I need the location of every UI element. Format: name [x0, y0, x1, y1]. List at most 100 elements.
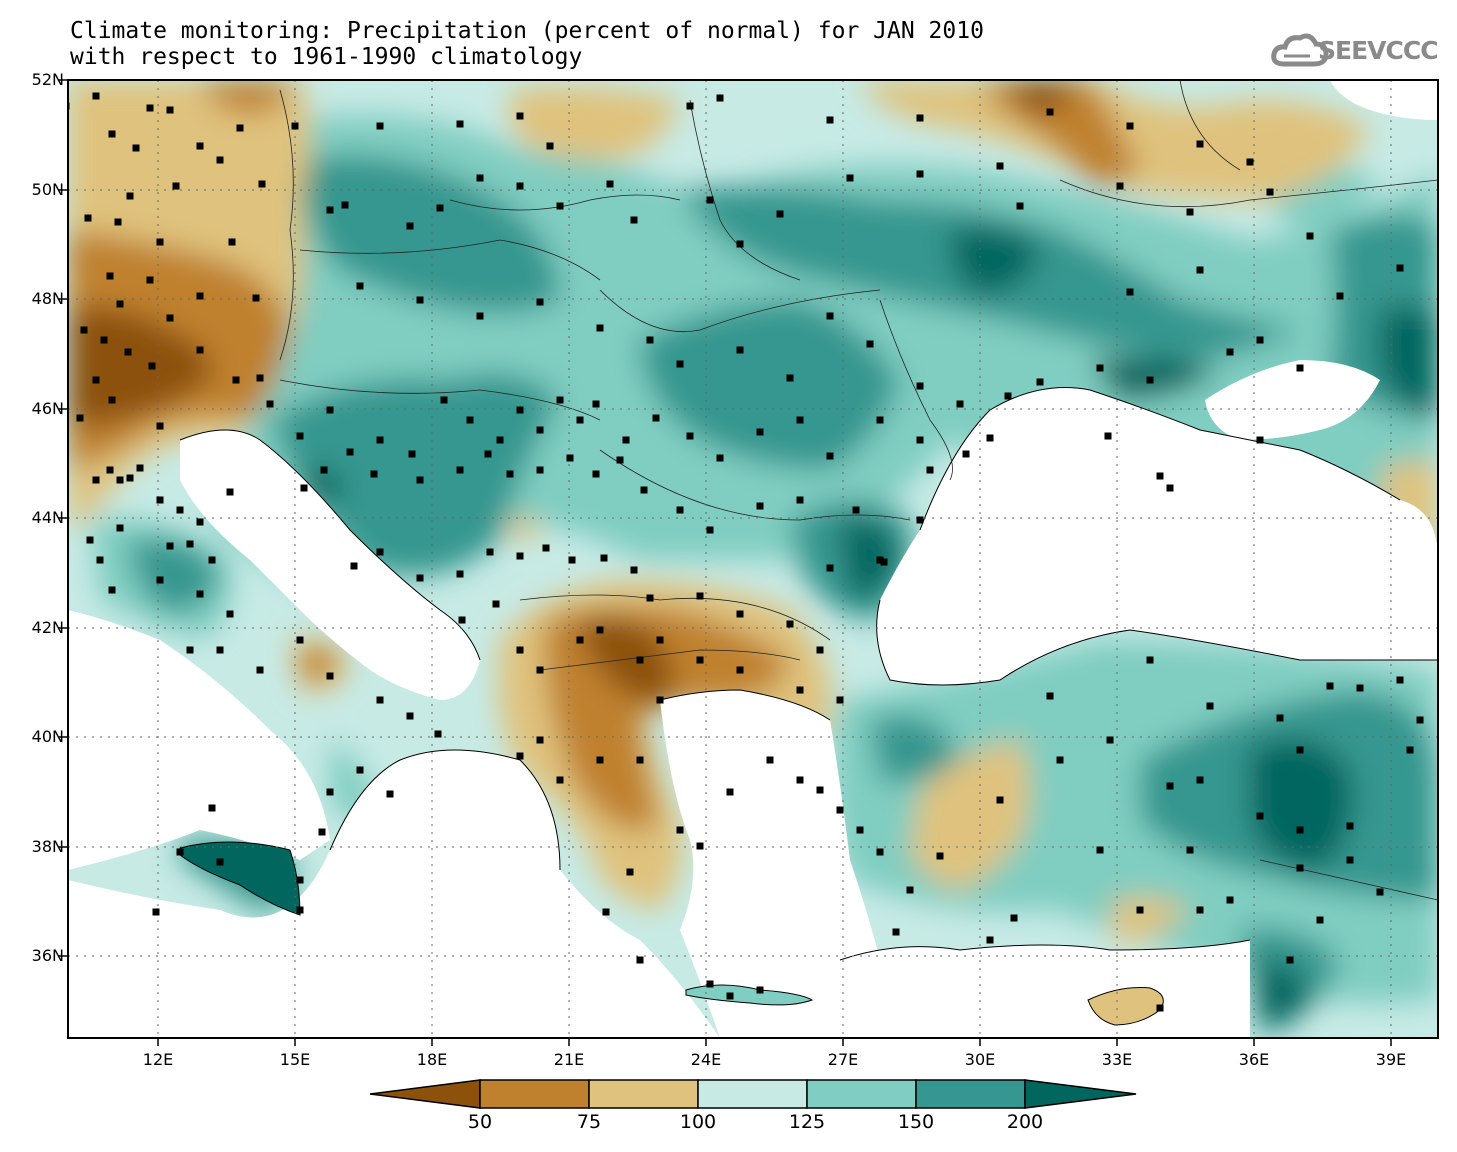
- station-marker: [96, 556, 104, 564]
- adriatic-sea: [180, 430, 480, 700]
- station-marker: [408, 450, 416, 458]
- station-marker: [156, 422, 164, 430]
- station-marker: [186, 646, 194, 654]
- axis-ticks: [58, 79, 1392, 1046]
- station-marker: [492, 600, 500, 608]
- station-marker: [1146, 656, 1154, 664]
- aegean-sea: [660, 690, 880, 1038]
- station-marker: [84, 214, 92, 222]
- station-marker: [536, 466, 544, 474]
- station-marker: [602, 908, 610, 916]
- ionian-sea: [68, 750, 720, 1038]
- station-marker: [166, 542, 174, 550]
- station-marker: [556, 776, 564, 784]
- station-marker: [1126, 122, 1134, 130]
- station-marker: [1326, 682, 1334, 690]
- lon-label: 18E: [416, 1050, 448, 1069]
- station-marker: [796, 416, 804, 424]
- station-marker: [1286, 956, 1294, 964]
- station-marker: [326, 406, 334, 414]
- legend-swatch-150-200: [915, 1079, 1026, 1109]
- station-marker: [466, 416, 474, 424]
- station-marker: [208, 556, 216, 564]
- station-marker: [786, 620, 794, 628]
- station-marker: [706, 196, 714, 204]
- lon-label: 15E: [279, 1050, 311, 1069]
- station-marker: [1316, 916, 1324, 924]
- station-marker: [1136, 906, 1144, 914]
- lat-label: 38N: [31, 837, 64, 856]
- station-marker: [636, 656, 644, 664]
- logo-text: SEEVCCC: [1318, 36, 1439, 65]
- region-above-200: [840, 518, 900, 600]
- station-marker: [726, 992, 734, 1000]
- station-marker: [326, 788, 334, 796]
- station-marker: [1156, 472, 1164, 480]
- station-marker: [736, 666, 744, 674]
- station-marker: [1186, 846, 1194, 854]
- region-above-200: [1250, 738, 1352, 870]
- station-marker: [296, 636, 304, 644]
- station-marker: [156, 496, 164, 504]
- station-marker: [356, 766, 364, 774]
- coastlines: [179, 387, 1438, 961]
- station-marker: [796, 686, 804, 694]
- station-marker: [1226, 348, 1234, 356]
- station-marker: [456, 466, 464, 474]
- station-marker: [1106, 736, 1114, 744]
- station-marker: [196, 590, 204, 598]
- region-below-50: [1010, 80, 1070, 115]
- lon-label: 24E: [690, 1050, 722, 1069]
- station-marker: [456, 120, 464, 128]
- station-marker: [1104, 432, 1112, 440]
- station-marker: [656, 696, 664, 704]
- station-marker: [766, 756, 774, 764]
- station-marker: [1186, 208, 1194, 216]
- station-marker: [1356, 684, 1364, 692]
- region-50-75: [300, 647, 340, 681]
- station-marker: [132, 144, 140, 152]
- station-marker: [440, 396, 448, 404]
- station-marker: [856, 826, 864, 834]
- station-marker: [1296, 364, 1304, 372]
- country-borders: [279, 80, 1438, 901]
- region-50-75: [980, 80, 1140, 185]
- station-marker: [296, 906, 304, 914]
- station-marker: [516, 646, 524, 654]
- tyrrhenian-sea: [68, 610, 330, 870]
- station-marker: [536, 736, 544, 744]
- station-marker: [1196, 776, 1204, 784]
- station-marker: [826, 116, 834, 124]
- station-marker: [716, 454, 724, 462]
- region-150-200: [640, 300, 900, 470]
- station-marker: [148, 362, 156, 370]
- station-marker: [696, 592, 704, 600]
- station-marker: [866, 340, 874, 348]
- station-marker: [172, 182, 180, 190]
- legend-label: 150: [897, 1111, 935, 1133]
- station-marker: [516, 112, 524, 120]
- legend-swatch-100-125: [697, 1079, 808, 1109]
- station-marker: [1416, 716, 1424, 724]
- station-marker: [826, 312, 834, 320]
- station-marker: [1246, 158, 1254, 166]
- sea-mask: [68, 80, 1438, 1038]
- station-marker: [116, 524, 124, 532]
- station-marker: [92, 92, 100, 100]
- station-marker: [626, 868, 634, 876]
- station-marker: [458, 616, 466, 624]
- station-marker: [196, 346, 204, 354]
- station-marker: [592, 470, 600, 478]
- station-marker: [536, 298, 544, 306]
- station-marker: [576, 416, 584, 424]
- station-marker: [326, 672, 334, 680]
- station-marker: [536, 426, 544, 434]
- station-marker: [676, 360, 684, 368]
- station-marker: [370, 470, 378, 478]
- station-marker: [116, 476, 124, 484]
- station-marker: [356, 282, 364, 290]
- station-marker: [1396, 264, 1404, 272]
- station-marker: [776, 210, 784, 218]
